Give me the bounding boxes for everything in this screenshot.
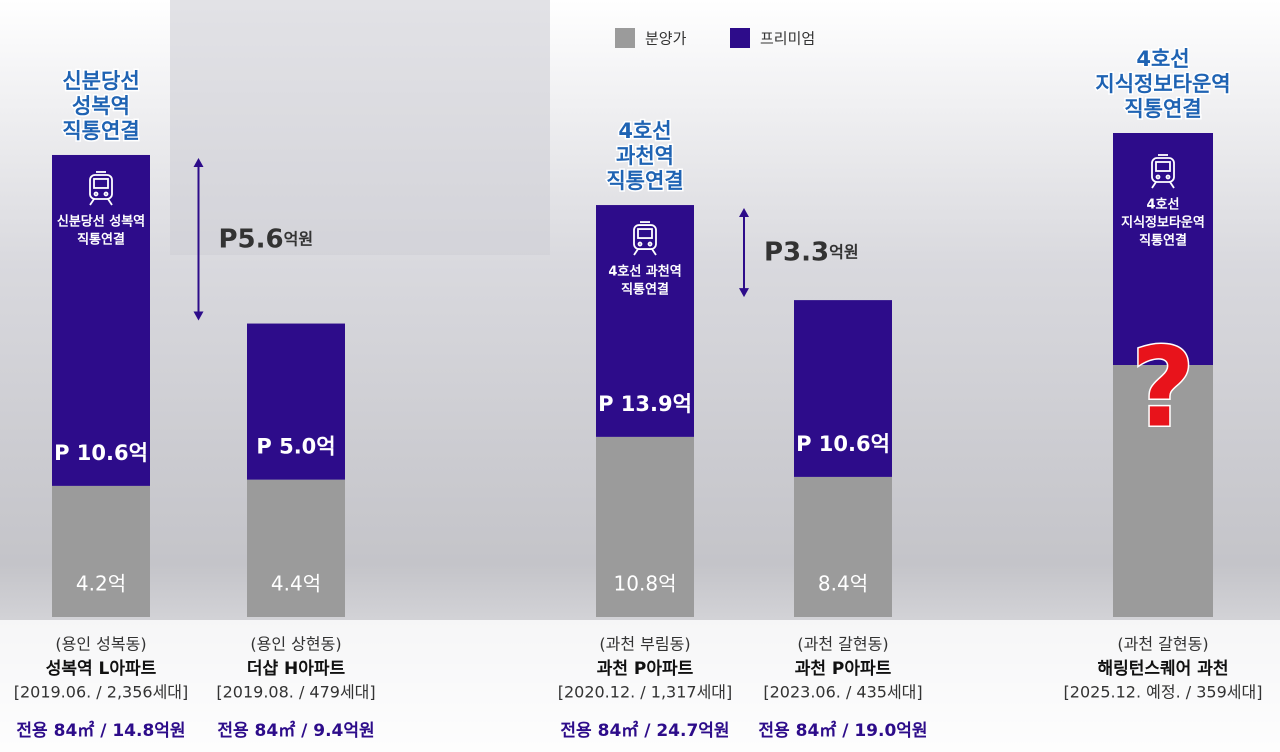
premium-bar bbox=[596, 205, 694, 437]
train-window bbox=[637, 228, 653, 239]
train-icon bbox=[1151, 154, 1175, 189]
station-label: 4호선 bbox=[1136, 47, 1189, 71]
value-label: P 5.0억 bbox=[256, 435, 335, 459]
station-label: 신분당선 bbox=[62, 69, 139, 93]
premium-bar bbox=[52, 154, 150, 486]
apartment-name: 과천 P아파트 bbox=[597, 659, 694, 679]
gap-annotation: P5.6억원 bbox=[219, 224, 314, 254]
station-label: 지식정보타운역 bbox=[1095, 72, 1230, 96]
gap-annotation: P3.3억원 bbox=[764, 237, 859, 267]
station-note: 신분당선 성복역 bbox=[57, 213, 145, 229]
placeholder-base bbox=[1113, 365, 1213, 617]
train-body bbox=[1151, 157, 1175, 183]
value-label: P 10.6억 bbox=[54, 441, 148, 465]
base-price-bar bbox=[794, 476, 892, 617]
background-sign bbox=[170, 0, 550, 255]
station-label: 직통연결 bbox=[62, 119, 139, 143]
train-light bbox=[93, 191, 99, 197]
train-light bbox=[647, 241, 653, 247]
gap-value: P5.6 bbox=[219, 224, 284, 254]
station-note: 4호선 bbox=[1147, 197, 1180, 213]
train-window bbox=[93, 178, 109, 189]
premium-bar bbox=[794, 300, 892, 477]
station-note: 직통연결 bbox=[621, 282, 669, 298]
station-note: 4호선 과천역 bbox=[608, 264, 681, 280]
train-light bbox=[1165, 174, 1171, 180]
apartment-detail: [2023.06. / 435세대] bbox=[763, 683, 922, 702]
station-label: 직통연결 bbox=[1124, 97, 1201, 121]
gap-value: P3.3 bbox=[764, 237, 829, 267]
legend-swatch bbox=[615, 28, 635, 48]
apartment-name: 해링턴스퀘어 과천 bbox=[1097, 659, 1228, 679]
base-price-bar bbox=[596, 436, 694, 617]
apartment-detail: [2019.08. / 479세대] bbox=[216, 683, 375, 702]
gap-unit: 억원 bbox=[829, 242, 858, 261]
apartment-detail: [2020.12. / 1,317세대] bbox=[558, 683, 733, 702]
station-label: 과천역 bbox=[616, 144, 674, 168]
apartment-name: 과천 P아파트 bbox=[795, 659, 892, 679]
footer-panel bbox=[0, 620, 1280, 752]
train-leg bbox=[633, 248, 639, 256]
price: 전용 84㎡ / 24.7억원 bbox=[560, 720, 729, 741]
station-note: 직통연결 bbox=[1139, 233, 1187, 249]
apartment-name: 더샵 H아파트 bbox=[247, 659, 346, 679]
train-light bbox=[1155, 174, 1161, 180]
price: 전용 84㎡ / 9.4억원 bbox=[217, 720, 374, 741]
price: 전용 84㎡ / 19.0억원 bbox=[758, 720, 927, 741]
value-label: P 10.6억 bbox=[796, 432, 890, 456]
legend: 분양가 프리미엄 bbox=[615, 28, 815, 48]
gap-arrow-head bbox=[193, 311, 204, 321]
apartment-detail: [2019.06. / 2,356세대] bbox=[14, 683, 189, 702]
station-label: 성복역 bbox=[72, 94, 130, 118]
train-icon bbox=[89, 171, 113, 206]
value-label: 10.8억 bbox=[614, 572, 677, 596]
gap-arrow-head bbox=[193, 157, 204, 167]
gap-unit: 억원 bbox=[284, 229, 313, 248]
train-body bbox=[89, 174, 113, 200]
value-label: 8.4억 bbox=[818, 572, 868, 596]
train-leg bbox=[651, 248, 657, 256]
station-note: 직통연결 bbox=[77, 231, 125, 247]
location: (용인 성복동) bbox=[55, 635, 146, 654]
train-leg bbox=[89, 198, 95, 206]
station-label: 4호선 bbox=[618, 119, 671, 143]
base-price-bar bbox=[52, 485, 150, 617]
location: (과천 갈현동) bbox=[1117, 635, 1208, 654]
train-leg bbox=[1151, 181, 1157, 189]
legend-label: 분양가 bbox=[645, 30, 687, 48]
price: 전용 84㎡ / 14.8억원 bbox=[16, 720, 185, 741]
train-light bbox=[637, 241, 643, 247]
premium-bar bbox=[247, 323, 345, 480]
value-label: 4.2억 bbox=[76, 572, 126, 596]
legend-label: 프리미엄 bbox=[760, 30, 815, 48]
location: (과천 부림동) bbox=[599, 635, 690, 654]
train-leg bbox=[107, 198, 113, 206]
gap-arrow-head bbox=[739, 288, 749, 298]
value-label: 4.4억 bbox=[271, 572, 321, 596]
location: (과천 갈현동) bbox=[797, 635, 888, 654]
apartment-name: 성복역 L아파트 bbox=[46, 659, 157, 679]
value-label: P 13.9억 bbox=[598, 392, 692, 416]
station-note: 지식정보타운역 bbox=[1121, 215, 1205, 231]
unknown-mark: ? bbox=[1131, 323, 1195, 451]
location: (용인 상현동) bbox=[250, 635, 341, 654]
train-body bbox=[633, 224, 657, 250]
station-label: 직통연결 bbox=[606, 169, 683, 193]
train-icon bbox=[633, 221, 657, 256]
base-price-bar bbox=[247, 479, 345, 617]
apartment-detail: [2025.12. 예정. / 359세대] bbox=[1064, 683, 1263, 702]
legend-swatch bbox=[730, 28, 750, 48]
train-window bbox=[1155, 161, 1171, 172]
train-leg bbox=[1169, 181, 1175, 189]
gap-arrow-head bbox=[739, 208, 749, 218]
train-light bbox=[103, 191, 109, 197]
